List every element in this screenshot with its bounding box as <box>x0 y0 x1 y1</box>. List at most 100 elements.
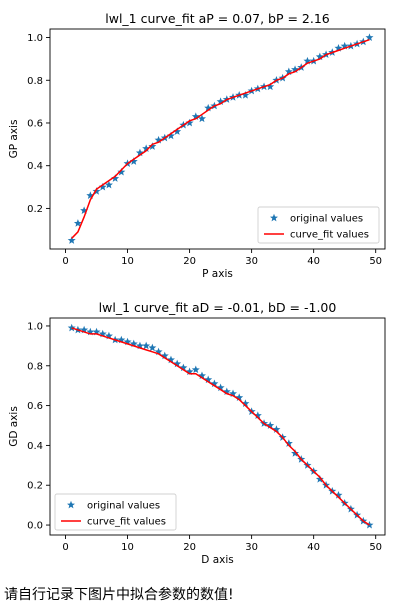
data-point-star <box>117 167 126 176</box>
data-point-star <box>86 191 95 199</box>
x-tick-label: 10 <box>121 542 134 553</box>
data-point-star <box>204 103 213 112</box>
curve-fit-line <box>71 327 370 526</box>
data-point-star <box>135 341 144 350</box>
data-point-star <box>117 335 126 344</box>
x-tick-label: 30 <box>245 542 258 553</box>
data-point-star <box>191 365 200 374</box>
y-axis-label: GP axis <box>8 120 20 159</box>
x-tick-label: 30 <box>245 256 258 267</box>
x-axis-label: P axis <box>202 268 233 280</box>
data-point-star <box>303 56 312 65</box>
y-tick-label: 0.4 <box>27 441 43 452</box>
data-point-star <box>142 341 151 350</box>
data-point-star <box>129 157 138 165</box>
y-tick-label: 1.0 <box>27 33 43 44</box>
legend-label: original values <box>87 501 160 512</box>
chart-title: lwl_1 curve_fit aD = -0.01, bD = -1.00 <box>99 300 337 315</box>
data-point-star <box>104 331 113 340</box>
data-point-star <box>179 363 188 372</box>
data-point-star <box>154 135 163 144</box>
data-point-star <box>216 383 225 392</box>
data-point-star <box>148 142 157 150</box>
data-point-star <box>198 114 206 123</box>
data-point-star <box>160 351 169 360</box>
data-point-star <box>92 187 101 195</box>
caption-text: 请自行记录下图片中拟合参数的数值! <box>4 587 234 603</box>
data-point-star <box>284 439 293 447</box>
x-tick-label: 20 <box>183 256 196 267</box>
data-point-star <box>104 180 113 189</box>
data-point-star <box>185 367 194 376</box>
chart-title: lwl_1 curve_fit aP = 0.07, bP = 2.16 <box>105 11 330 26</box>
y-tick-label: 0.6 <box>27 118 43 129</box>
data-point-star <box>266 421 275 429</box>
data-point-star <box>173 359 182 368</box>
legend-label: curve_fit values <box>87 517 166 528</box>
data-point-star <box>334 490 343 499</box>
data-point-star <box>315 52 324 61</box>
x-tick-label: 40 <box>307 542 320 553</box>
chart-2: lwl_1 curve_fit aD = -0.01, bD = -1.00 0 1… <box>8 300 386 566</box>
x-tick-label: 0 <box>62 256 68 267</box>
y-tick-label: 0.2 <box>27 481 43 492</box>
y-tick-label: 0.6 <box>27 401 43 412</box>
data-point-star <box>166 355 175 364</box>
data-point-star <box>67 323 76 332</box>
data-point-star <box>253 411 262 419</box>
legend-star-swatch <box>270 213 278 222</box>
data-point-star <box>210 379 219 388</box>
data-point-star <box>291 449 300 457</box>
x-axis-label: D axis <box>201 554 233 566</box>
legend-box <box>54 493 177 531</box>
data-point-star <box>148 343 157 352</box>
x-tick-label: 10 <box>121 256 134 267</box>
y-axis-label: GD axis <box>8 406 20 447</box>
data-point-star <box>86 327 95 336</box>
data-point-star <box>191 112 200 120</box>
curve-fit-line <box>71 38 370 239</box>
data-point-star <box>198 371 206 380</box>
data-point-star <box>204 375 213 384</box>
data-point-star <box>315 475 324 483</box>
figure: lwl_1 curve_fit aP = 0.07, bP = 2.16 0 10 2… <box>8 11 386 566</box>
data-point-star <box>98 329 107 338</box>
data-point-star <box>216 97 225 106</box>
legend-star-swatch <box>67 500 75 509</box>
x-tick-label: 20 <box>183 542 196 553</box>
legend: original values curve_fit values <box>54 493 177 531</box>
legend-label: original values <box>290 214 363 225</box>
data-point-star <box>92 327 101 336</box>
y-tick-label: 0.2 <box>27 204 43 215</box>
legend-box <box>257 206 380 244</box>
axes-frame <box>49 317 386 536</box>
y-tick-label: 0.4 <box>27 161 43 172</box>
data-point-star <box>154 347 163 356</box>
data-point-star <box>80 325 89 334</box>
data-point-star <box>166 131 175 140</box>
data-point-star <box>80 206 89 214</box>
data-point-star <box>229 389 237 398</box>
data-point-star <box>142 144 151 153</box>
legend-label: curve_fit values <box>290 230 369 241</box>
data-point-star <box>340 41 349 50</box>
y-tick-label: 1.0 <box>27 321 43 332</box>
x-tick-label: 50 <box>369 256 382 267</box>
data-point-star <box>111 174 120 182</box>
data-point-star <box>129 339 138 348</box>
y-tick-label: 0.8 <box>27 361 43 372</box>
x-tick-label: 40 <box>307 256 320 267</box>
y-tick-label: 0.0 <box>27 521 43 532</box>
chart-1: lwl_1 curve_fit aP = 0.07, bP = 2.16 0 10 2… <box>8 11 386 280</box>
data-point-star <box>98 182 107 191</box>
data-point-star <box>135 148 144 157</box>
data-point-star <box>235 393 244 402</box>
data-point-star <box>67 236 76 244</box>
x-tick-label: 0 <box>62 542 68 553</box>
legend: original values curve_fit values <box>257 206 380 244</box>
data-point-star <box>365 33 374 41</box>
data-point-star <box>222 387 231 396</box>
data-point-star <box>123 337 132 346</box>
x-tick-label: 50 <box>369 542 382 553</box>
data-point-star <box>272 425 281 433</box>
